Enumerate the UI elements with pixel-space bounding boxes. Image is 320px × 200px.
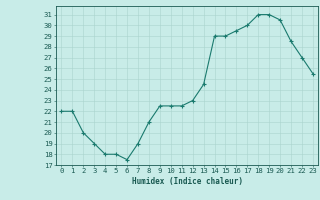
X-axis label: Humidex (Indice chaleur): Humidex (Indice chaleur) <box>132 177 243 186</box>
